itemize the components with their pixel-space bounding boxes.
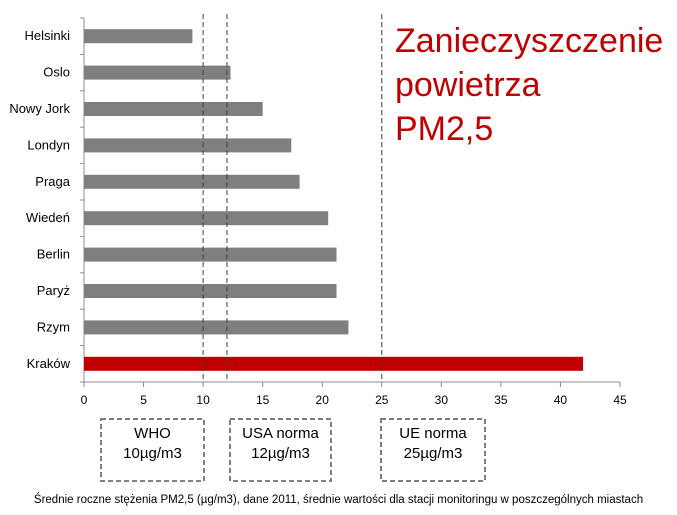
pm25-bar-chart: Helsinki Oslo Nowy Jork Londyn Praga Wiedeń Be… xyxy=(9,14,663,482)
category-label: Londyn xyxy=(27,137,70,152)
category-label: Nowy Jork xyxy=(9,101,70,116)
bar-oslo xyxy=(84,65,231,80)
x-tick-label: 20 xyxy=(316,393,330,407)
category-label: Praga xyxy=(35,174,70,189)
bar-paryż xyxy=(84,284,337,298)
x-tick-label: 5 xyxy=(140,393,147,407)
bar-nowy-jork xyxy=(84,102,263,116)
chart-title-line: PM2,5 xyxy=(395,110,493,148)
reference-label: 12µg/m3 xyxy=(251,445,310,462)
x-tick-label: 10 xyxy=(196,393,210,407)
bar-praga xyxy=(84,174,300,189)
x-tick-label: 0 xyxy=(81,393,88,407)
bar-wiedeń xyxy=(84,211,329,226)
bar-helsinki xyxy=(84,29,193,44)
x-tick-label: 40 xyxy=(554,393,568,407)
x-tick-label: 45 xyxy=(613,393,627,407)
bar-rzym xyxy=(84,320,349,335)
category-label: Helsinki xyxy=(24,28,70,43)
reference-label: USA norma xyxy=(242,425,319,442)
category-label: Paryż xyxy=(37,283,70,298)
category-label: Berlin xyxy=(37,247,70,262)
category-label: Kraków xyxy=(27,356,71,371)
reference-label: UE norma xyxy=(399,425,467,442)
x-tick-label: 25 xyxy=(375,393,389,407)
x-tick-label: 35 xyxy=(494,393,508,407)
category-label: Wiedeń xyxy=(26,210,70,225)
reference-label-box xyxy=(380,418,486,482)
reference-label-box xyxy=(100,418,205,482)
bar-londyn xyxy=(84,138,292,153)
category-label: Rzym xyxy=(37,319,70,334)
chart-caption: Średnie roczne stężenia PM2,5 (µg/m3), d… xyxy=(33,494,644,506)
x-tick-label: 15 xyxy=(256,393,270,407)
reference-label: 25µg/m3 xyxy=(404,445,463,462)
reference-label-box xyxy=(229,418,332,482)
chart-title-line: powietrza xyxy=(395,66,541,104)
category-label: Oslo xyxy=(43,65,70,80)
x-tick-label: 30 xyxy=(435,393,449,407)
bar-kraków xyxy=(84,356,584,371)
reference-label: 10µg/m3 xyxy=(123,445,182,462)
chart-title-line: Zanieczyszczenie xyxy=(395,22,663,60)
reference-label: WHO xyxy=(134,425,171,442)
bar-berlin xyxy=(84,247,337,262)
